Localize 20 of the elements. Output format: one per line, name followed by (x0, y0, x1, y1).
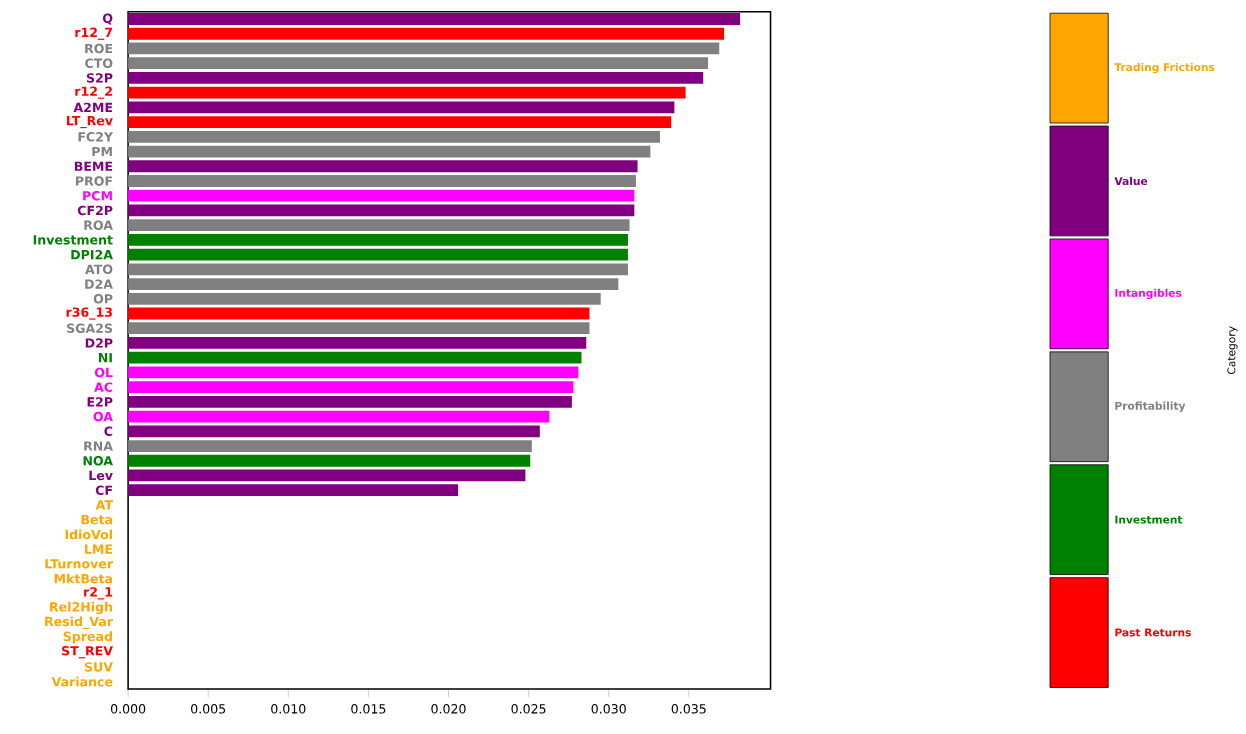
bar (128, 351, 582, 364)
bar (128, 219, 630, 232)
bar (128, 13, 741, 26)
bar (128, 425, 540, 438)
bar (128, 175, 636, 188)
bar (128, 28, 725, 40)
bar (128, 160, 638, 173)
bar (128, 337, 587, 350)
bar (128, 101, 675, 114)
bar (128, 86, 686, 99)
bar (128, 322, 590, 335)
bar (128, 116, 672, 129)
bar (128, 204, 635, 217)
bar (128, 455, 531, 467)
bar (128, 307, 590, 320)
bar (128, 190, 635, 202)
bar (128, 72, 704, 84)
bar (128, 410, 550, 423)
bar (128, 440, 532, 453)
bar (128, 396, 572, 408)
